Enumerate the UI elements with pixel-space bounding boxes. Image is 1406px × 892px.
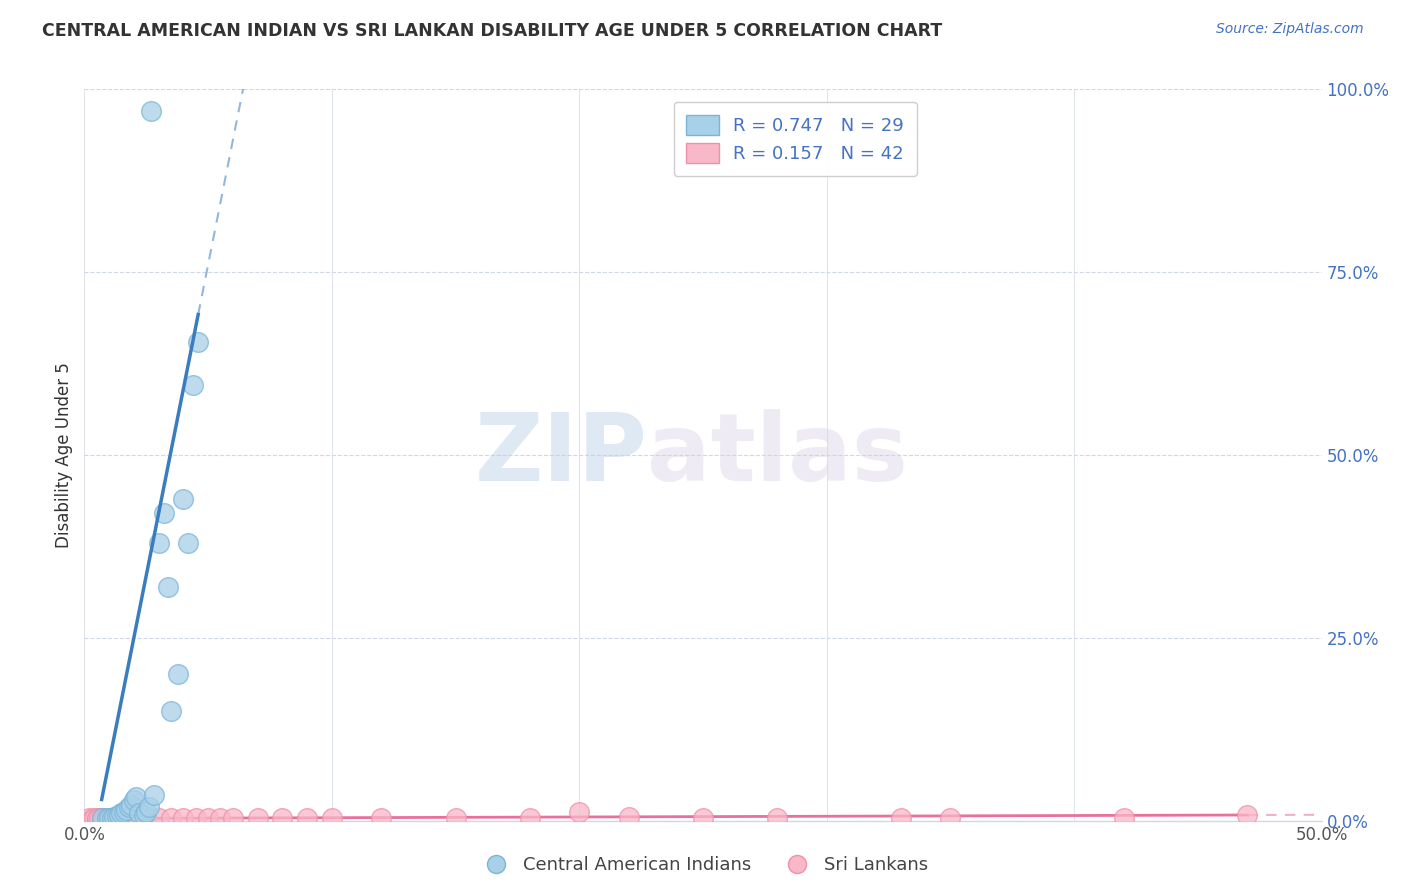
Point	[1236, 807, 1258, 822]
Point	[110, 806, 132, 821]
Point	[98, 812, 121, 826]
Text: Source: ZipAtlas.com: Source: ZipAtlas.com	[1216, 22, 1364, 37]
Point	[80, 812, 103, 826]
Point	[100, 812, 122, 826]
Point	[141, 104, 163, 119]
Point	[108, 812, 131, 826]
Point	[160, 811, 183, 825]
Point	[172, 491, 194, 506]
Point	[184, 811, 207, 825]
Point	[519, 811, 541, 825]
Point	[86, 812, 108, 826]
Point	[152, 507, 174, 521]
Point	[617, 810, 640, 824]
Point	[86, 812, 108, 826]
Point	[122, 793, 145, 807]
Point	[209, 811, 232, 825]
Point	[148, 535, 170, 549]
Text: ZIP: ZIP	[474, 409, 647, 501]
Point	[83, 812, 105, 826]
Point	[568, 805, 591, 819]
Point	[89, 812, 111, 826]
Point	[100, 811, 122, 825]
Point	[90, 811, 112, 825]
Point	[177, 535, 200, 549]
Text: atlas: atlas	[647, 409, 908, 501]
Point	[370, 812, 392, 826]
Point	[172, 812, 194, 826]
Point	[112, 805, 135, 819]
Point	[157, 580, 180, 594]
Point	[125, 789, 148, 804]
Point	[103, 810, 125, 824]
Point	[1112, 812, 1135, 826]
Point	[890, 812, 912, 826]
Y-axis label: Disability Age Under 5: Disability Age Under 5	[55, 362, 73, 548]
Point	[246, 812, 269, 826]
Point	[181, 378, 204, 392]
Point	[105, 812, 128, 826]
Point	[118, 812, 141, 826]
Point	[90, 812, 112, 826]
Point	[105, 809, 128, 823]
Point	[444, 812, 467, 826]
Point	[138, 800, 160, 814]
Point	[135, 812, 157, 826]
Point	[128, 806, 150, 821]
Point	[148, 812, 170, 826]
Point	[222, 812, 245, 826]
Point	[118, 800, 141, 814]
Point	[120, 797, 142, 812]
Point	[93, 812, 115, 826]
Point	[98, 812, 121, 826]
Point	[766, 811, 789, 825]
Point	[167, 667, 190, 681]
Point	[187, 334, 209, 349]
Text: CENTRAL AMERICAN INDIAN VS SRI LANKAN DISABILITY AGE UNDER 5 CORRELATION CHART: CENTRAL AMERICAN INDIAN VS SRI LANKAN DI…	[42, 22, 942, 40]
Point	[112, 812, 135, 826]
Point	[160, 704, 183, 718]
Point	[271, 811, 294, 825]
Legend: Central American Indians, Sri Lankans: Central American Indians, Sri Lankans	[471, 848, 935, 881]
Point	[110, 811, 132, 825]
Point	[321, 811, 343, 825]
Point	[115, 803, 138, 817]
Point	[108, 807, 131, 822]
Point	[103, 812, 125, 826]
Point	[79, 812, 101, 826]
Point	[96, 812, 118, 826]
Point	[122, 811, 145, 825]
Point	[295, 812, 318, 826]
Point	[132, 807, 155, 822]
Point	[939, 812, 962, 826]
Point	[692, 812, 714, 826]
Point	[135, 805, 157, 819]
Point	[142, 788, 165, 802]
Point	[96, 812, 118, 826]
Point	[90, 812, 112, 826]
Point	[197, 812, 219, 826]
